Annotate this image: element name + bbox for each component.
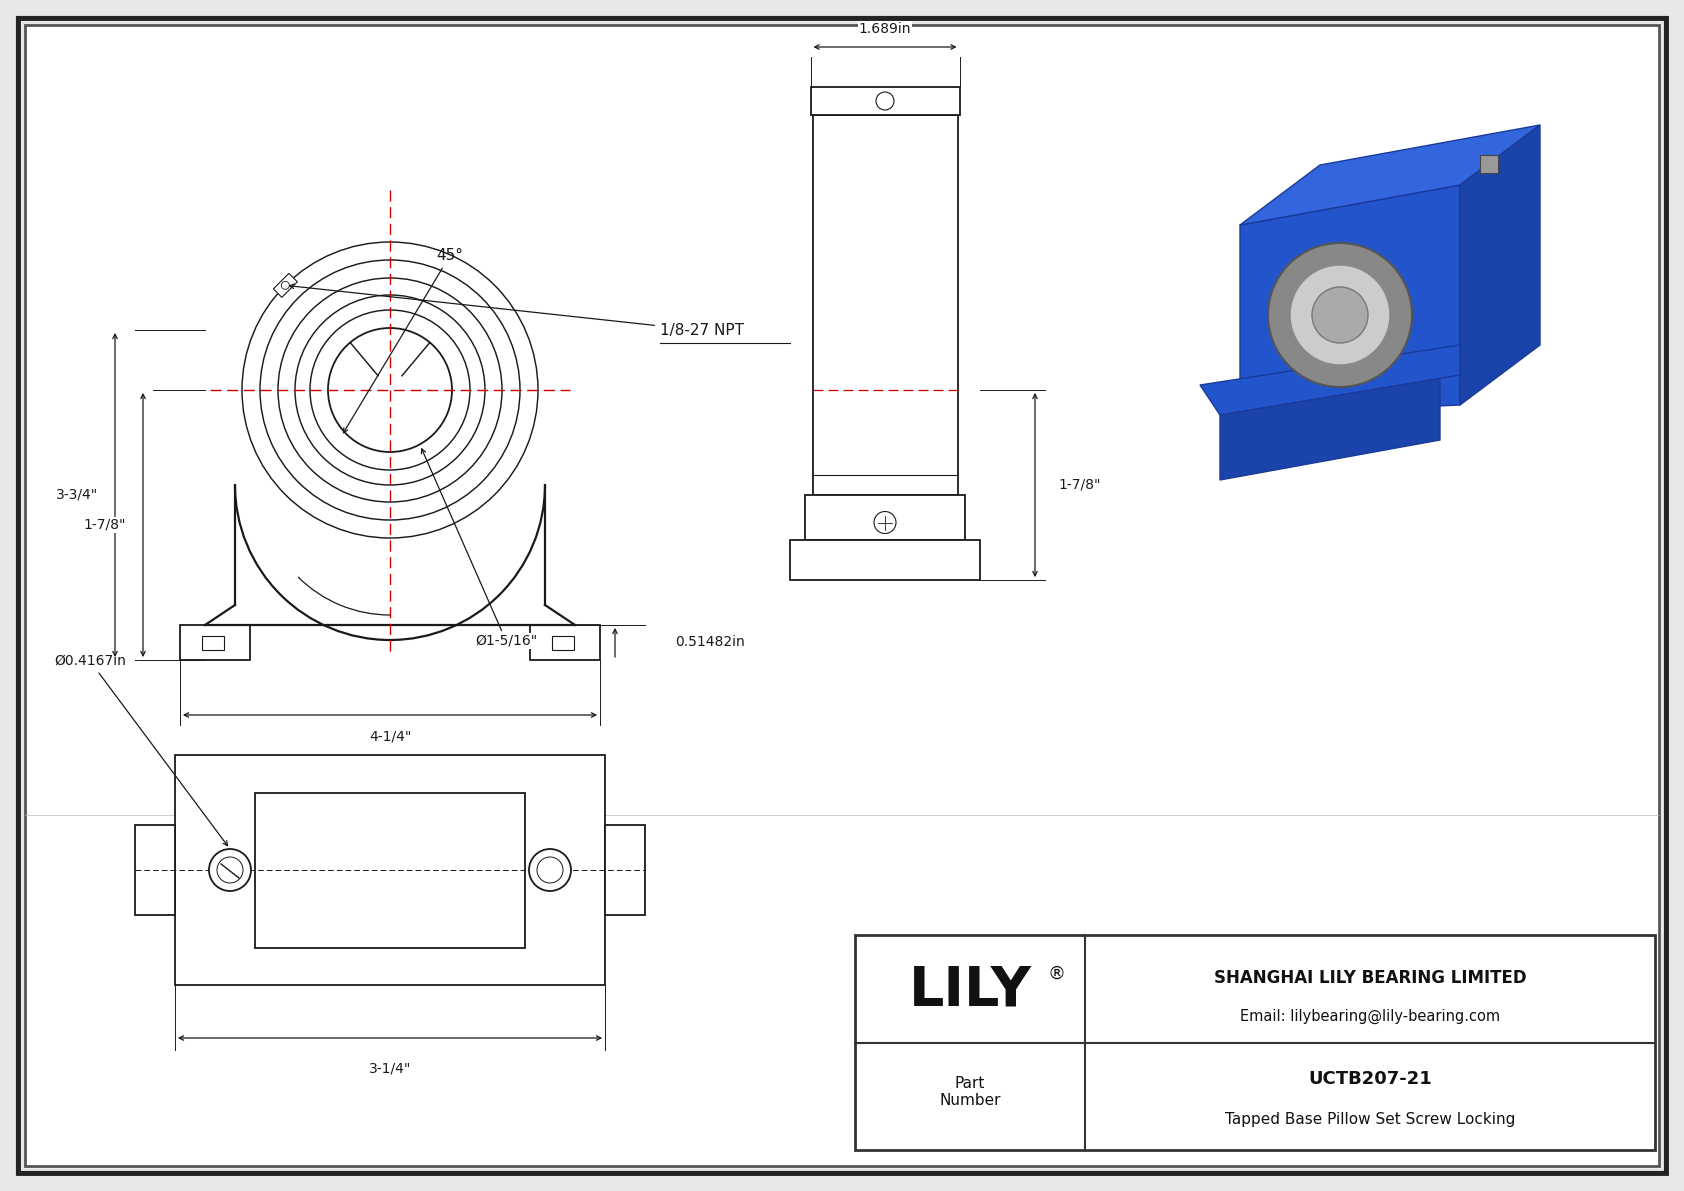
- Text: 1/8-27 NPT: 1/8-27 NPT: [290, 285, 744, 338]
- Bar: [810, 87, 960, 116]
- Circle shape: [874, 511, 896, 534]
- Circle shape: [281, 281, 290, 289]
- Text: Email: lilybearing@lily-bearing.com: Email: lilybearing@lily-bearing.com: [1239, 1009, 1500, 1024]
- Polygon shape: [1239, 125, 1539, 225]
- Bar: [135, 825, 175, 915]
- Circle shape: [529, 849, 571, 891]
- Bar: [855, 935, 1655, 1151]
- Bar: [605, 825, 645, 915]
- Polygon shape: [1239, 185, 1460, 414]
- Text: Ø0.4167in: Ø0.4167in: [54, 654, 227, 846]
- Text: 0.51482in: 0.51482in: [675, 636, 744, 649]
- Text: 3-3/4": 3-3/4": [56, 488, 98, 501]
- Polygon shape: [1460, 125, 1539, 405]
- Text: 1-7/8": 1-7/8": [84, 518, 126, 532]
- Bar: [254, 792, 525, 948]
- Circle shape: [537, 858, 562, 883]
- Polygon shape: [1201, 345, 1460, 414]
- Bar: [202, 636, 224, 650]
- Circle shape: [876, 92, 894, 110]
- Text: Tapped Base Pillow Set Screw Locking: Tapped Base Pillow Set Screw Locking: [1224, 1112, 1516, 1128]
- Text: Ø1-5/16": Ø1-5/16": [421, 449, 537, 648]
- Bar: [530, 625, 600, 660]
- Text: 1.689in: 1.689in: [859, 21, 911, 36]
- Text: SHANGHAI LILY BEARING LIMITED: SHANGHAI LILY BEARING LIMITED: [1214, 969, 1526, 987]
- Text: ®: ®: [1047, 965, 1066, 983]
- Bar: [790, 540, 980, 580]
- Text: 1-7/8": 1-7/8": [1059, 478, 1101, 492]
- Text: 4-1/4": 4-1/4": [369, 730, 411, 744]
- Text: Part
Number: Part Number: [940, 1075, 1000, 1108]
- Circle shape: [1312, 287, 1367, 343]
- Circle shape: [1268, 243, 1411, 387]
- Bar: [180, 625, 249, 660]
- Bar: [552, 636, 574, 650]
- Bar: [175, 755, 605, 985]
- Text: 45°: 45°: [344, 248, 463, 432]
- Text: 3-1/4": 3-1/4": [369, 1061, 411, 1075]
- Bar: [805, 495, 965, 540]
- Polygon shape: [1219, 375, 1440, 480]
- Circle shape: [217, 858, 242, 883]
- Text: UCTB207-21: UCTB207-21: [1308, 1070, 1431, 1089]
- Circle shape: [1290, 266, 1389, 364]
- Polygon shape: [273, 273, 298, 298]
- Text: LILY: LILY: [909, 964, 1031, 1018]
- Bar: [812, 116, 958, 495]
- Bar: [1480, 155, 1499, 173]
- Circle shape: [209, 849, 251, 891]
